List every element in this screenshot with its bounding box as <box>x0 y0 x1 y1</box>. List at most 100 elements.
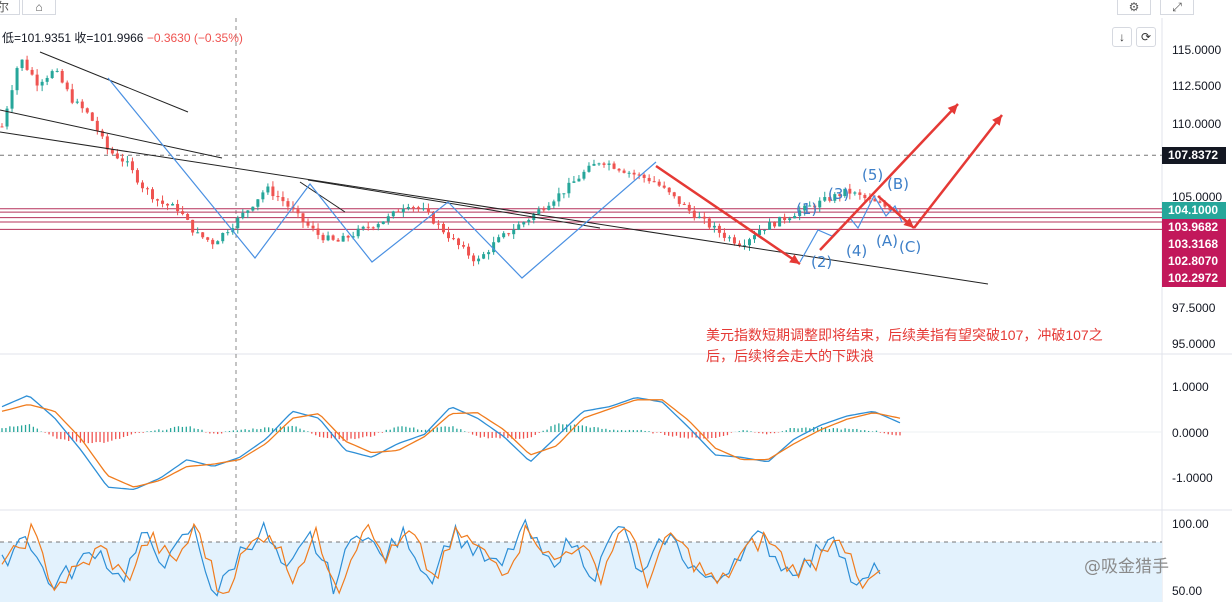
wave-label-4: (4) <box>846 242 868 260</box>
candle-body <box>130 161 134 171</box>
candle-body <box>181 211 185 215</box>
projection-arrow-down <box>655 164 801 266</box>
candle-body <box>206 237 210 240</box>
candle-body <box>20 59 24 69</box>
price-tag-level: 103.3168 <box>1162 236 1226 253</box>
candle-body <box>271 186 275 197</box>
ohlc-change: −0.3630 (−0.35%) <box>146 31 243 45</box>
header-fragment-button[interactable]: 尔 <box>0 0 20 15</box>
candle-body <box>662 185 666 188</box>
candle-body <box>411 207 415 209</box>
candle-body <box>567 182 571 194</box>
candle-body <box>753 235 757 240</box>
candle-body <box>296 209 300 214</box>
price-tag-level: 102.8070 <box>1162 253 1226 270</box>
candle-body <box>135 170 139 183</box>
price-tag-level: 102.2972 <box>1162 270 1226 287</box>
candle-body <box>742 245 746 247</box>
candle-body <box>351 236 355 238</box>
candle-body <box>612 163 616 169</box>
candle-body <box>452 238 456 240</box>
candle-body <box>60 70 64 83</box>
scroll-down-button[interactable]: ↓ <box>1112 27 1132 47</box>
candle-body <box>547 205 551 210</box>
candle-body <box>0 126 4 128</box>
candle-body <box>517 224 521 230</box>
candle-body <box>115 153 119 159</box>
candle-body <box>712 225 716 228</box>
candle-body <box>572 181 576 183</box>
candle-body <box>166 203 170 206</box>
stoch-band <box>0 542 1162 602</box>
candle-body <box>883 202 887 207</box>
candle-body <box>472 255 476 262</box>
candle-body <box>457 238 461 246</box>
projection-arrow-up-1 <box>819 103 959 251</box>
candle-body <box>732 237 736 244</box>
candle-body <box>156 199 160 201</box>
settings-button[interactable]: ⚙ <box>1117 0 1151 15</box>
candle-body <box>798 210 802 217</box>
candle-body <box>793 216 797 219</box>
fullscreen-button[interactable]: ⤢ <box>1160 0 1194 15</box>
projection-arrow-up-2 <box>913 114 1003 229</box>
watermark: @吸金猎手 <box>1084 557 1169 577</box>
candle-body <box>25 59 29 70</box>
candle-body <box>251 206 255 211</box>
candle-body <box>722 232 726 238</box>
toolbar-button[interactable]: ⌂ <box>22 0 56 15</box>
candle-body <box>321 234 325 241</box>
candle-body <box>105 136 109 150</box>
candle-body <box>301 213 305 223</box>
candle-body <box>236 217 240 229</box>
candle-body <box>717 225 721 233</box>
candle-body <box>667 187 671 193</box>
ohlc-legend: 低=101.9351 收=101.9966 −0.3630 (−0.35%) <box>2 29 243 46</box>
header-fragment-label: 尔 <box>0 0 9 14</box>
price-tag-level: 103.9682 <box>1162 219 1226 236</box>
candle-body <box>788 218 792 221</box>
candle-body <box>863 194 867 199</box>
candle-body <box>833 194 837 201</box>
candle-body <box>100 130 104 137</box>
candle-body <box>30 69 34 75</box>
candle-body <box>647 177 651 182</box>
wave-label-c: (C) <box>899 238 922 256</box>
candle-body <box>336 239 340 242</box>
candle-body <box>216 241 220 245</box>
candle-body <box>702 216 706 219</box>
candle-body <box>331 235 335 240</box>
candle-body <box>186 214 190 220</box>
refresh-icon: ⟳ <box>1140 30 1152 44</box>
candle-body <box>763 229 767 231</box>
candle-body <box>65 82 69 90</box>
candle-body <box>441 223 445 233</box>
macd-line <box>1 395 901 491</box>
candle-body <box>813 205 817 208</box>
ohlc-close: 收=101.9966 <box>74 31 144 45</box>
stoch-d-line <box>1 522 881 595</box>
candle-body <box>311 225 315 229</box>
candle-body <box>171 204 175 206</box>
trendline-channel <box>0 109 223 159</box>
candle-body <box>778 216 782 227</box>
price-tick: 115.0000 <box>1172 43 1222 57</box>
candle-body <box>406 207 410 209</box>
candle-body <box>888 206 892 211</box>
candle-body <box>557 193 561 202</box>
candle-body <box>527 219 531 223</box>
candle-body <box>482 254 486 259</box>
candle-body <box>617 168 621 171</box>
candle-body <box>10 90 14 109</box>
candle-body <box>266 186 270 193</box>
candle-body <box>276 196 280 198</box>
candle-body <box>396 211 400 213</box>
candle-body <box>421 208 425 210</box>
trendline-short <box>299 181 346 213</box>
trendline-lower <box>0 131 989 285</box>
candle-body <box>622 170 626 173</box>
refresh-button[interactable]: ⟳ <box>1136 27 1156 47</box>
price-tick: 97.5000 <box>1172 301 1216 315</box>
candle-body <box>607 163 611 165</box>
